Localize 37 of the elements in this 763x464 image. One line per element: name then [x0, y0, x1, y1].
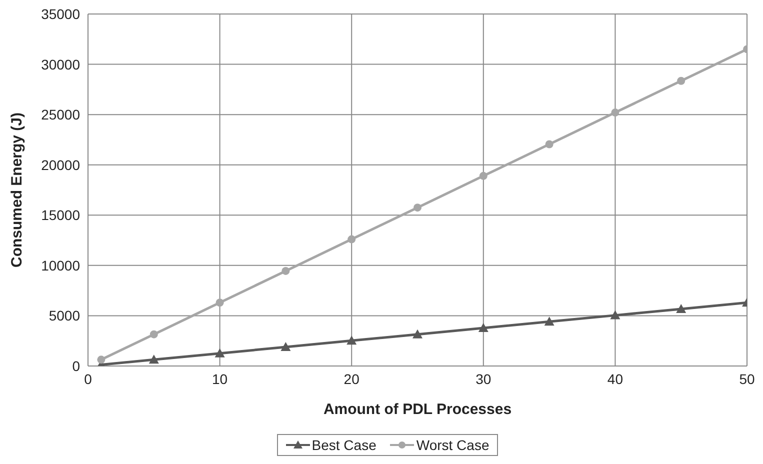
x-tick-label: 0 — [84, 370, 92, 387]
x-axis-title: Amount of PDL Processes — [323, 401, 512, 418]
legend-label: Best Case — [310, 437, 376, 453]
point — [214, 348, 225, 358]
point — [412, 329, 422, 338]
y-tick-label: 15000 — [41, 207, 80, 224]
point — [677, 76, 686, 85]
x-tick-label: 50 — [739, 370, 755, 387]
point — [676, 304, 686, 313]
y-tick-label: 5000 — [48, 308, 80, 324]
point — [544, 316, 554, 326]
point — [148, 354, 159, 364]
y-tick-label: 10000 — [41, 257, 80, 274]
x-tick-label: 40 — [607, 370, 624, 387]
point — [611, 108, 620, 117]
y-tick-label: 30000 — [41, 56, 80, 72]
point — [97, 356, 106, 364]
x-tick-label: 20 — [344, 370, 360, 387]
point — [610, 310, 620, 320]
y-tick-label: 20000 — [41, 156, 80, 173]
legend-label: Worst Case — [415, 437, 490, 453]
y-tick-label: 35000 — [41, 6, 80, 22]
point — [414, 204, 422, 212]
point — [280, 342, 291, 351]
y-tick-label: 0 — [72, 358, 80, 374]
point — [346, 336, 357, 345]
x-tick-label: 30 — [476, 370, 492, 387]
x-tick-label: 10 — [212, 370, 228, 387]
point — [545, 140, 554, 148]
point — [478, 322, 488, 332]
y-tick-label: 25000 — [41, 106, 80, 123]
point — [216, 298, 224, 307]
point — [282, 266, 290, 275]
point — [150, 330, 158, 338]
point — [479, 172, 488, 180]
point — [348, 235, 356, 244]
y-axis-title: Consumed Energy (J) — [8, 112, 26, 268]
